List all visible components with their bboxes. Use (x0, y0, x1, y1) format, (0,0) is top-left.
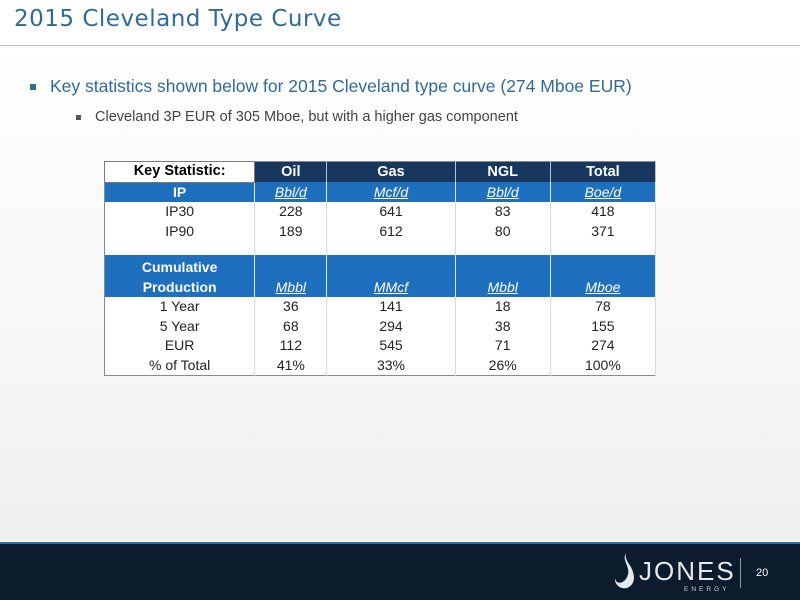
cell: 141 (326, 297, 456, 317)
cell: 274 (550, 336, 657, 356)
key-statistics-table: Key Statistic: Oil Gas NGL Total IP Bbl/… (103, 161, 657, 376)
unit-cell: MMcf (326, 255, 456, 297)
table-row: EUR 112 545 71 274 (104, 336, 657, 356)
table-row: 1 Year 36 141 18 78 (104, 297, 657, 317)
row-label: EUR (104, 336, 256, 356)
cumulative-label-line2: Production (142, 279, 217, 295)
unit-cell: Mboe (550, 255, 657, 297)
row-label: % of Total (104, 355, 256, 376)
bullet-sub-text: Cleveland 3P EUR of 305 Mboe, but with a… (95, 109, 518, 125)
cumulative-label-line1: Cumulative (141, 259, 218, 275)
unit-cell: Boe/d (550, 182, 657, 202)
row-label: IP90 (104, 221, 256, 241)
cell: 294 (326, 316, 456, 336)
row-label: IP30 (104, 202, 256, 222)
cell: 155 (550, 316, 657, 336)
cell: 418 (550, 202, 657, 222)
cell: 612 (326, 221, 456, 241)
cell: 228 (254, 202, 328, 222)
header-ngl: NGL (455, 161, 551, 182)
row-label: 5 Year (104, 316, 256, 336)
bullet-main: Key statistics shown below for 2015 Clev… (30, 76, 632, 97)
table-row: 5 Year 68 294 38 155 (104, 316, 657, 336)
cell: 78 (550, 297, 657, 317)
unit-cell: Mbbl (254, 255, 328, 297)
cell: 100% (550, 355, 657, 376)
spacer-row (104, 241, 657, 255)
cell: 18 (455, 297, 551, 317)
cell: 38 (455, 316, 551, 336)
unit-cell: Bbl/d (455, 182, 551, 202)
cell: 33% (326, 355, 456, 376)
table-header-row: Key Statistic: Oil Gas NGL Total (103, 161, 657, 183)
table-row: IP30 228 641 83 418 (104, 202, 657, 222)
cell: 26% (455, 355, 551, 376)
cell: 112 (254, 336, 328, 356)
square-bullet-icon (30, 83, 36, 90)
square-bullet-icon (76, 114, 81, 120)
bullet-main-text: Key statistics shown below for 2015 Clev… (50, 76, 632, 96)
cell: 545 (326, 336, 456, 356)
cell: 71 (455, 336, 551, 356)
footer-accent-line (0, 542, 800, 544)
unit-cell: Bbl/d (254, 182, 328, 202)
table-row: IP90 189 612 80 371 (104, 221, 657, 241)
row-label: 1 Year (104, 297, 256, 317)
cell: 36 (254, 297, 328, 317)
ip-units-row: IP Bbl/d Mcf/d Bbl/d Boe/d (104, 182, 657, 202)
table-row: % of Total 41% 33% 26% 100% (104, 355, 657, 376)
cell: 80 (455, 221, 551, 241)
ip-label: IP (104, 182, 256, 202)
header-gas: Gas (326, 161, 456, 182)
cell: 371 (550, 221, 657, 241)
logo-subtext: ENERGY (684, 586, 730, 593)
header-oil: Oil (254, 161, 328, 182)
slide-title: 2015 Cleveland Type Curve (14, 6, 342, 32)
title-divider (0, 45, 800, 46)
page-number: 20 (756, 567, 769, 579)
unit-cell: Mbbl (455, 255, 551, 297)
cell: 83 (455, 202, 551, 222)
cell: 68 (254, 316, 328, 336)
header-total: Total (550, 161, 657, 182)
bullet-sub: Cleveland 3P EUR of 305 Mboe, but with a… (76, 109, 518, 125)
header-key-statistic: Key Statistic: (103, 161, 256, 183)
unit-cell: Mcf/d (326, 182, 456, 202)
cumulative-label: Cumulative Production (104, 255, 256, 297)
cell: 189 (254, 221, 328, 241)
cell: 41% (254, 355, 328, 376)
slide-footer: JONES ENERGY 20 (0, 542, 800, 600)
cumulative-units-row: Cumulative Production Mbbl MMcf Mbbl Mbo… (104, 255, 657, 297)
cell: 641 (326, 202, 456, 222)
logo-wordmark: JONES (639, 556, 736, 586)
footer-divider (740, 558, 741, 588)
jones-mark-icon (614, 553, 634, 589)
